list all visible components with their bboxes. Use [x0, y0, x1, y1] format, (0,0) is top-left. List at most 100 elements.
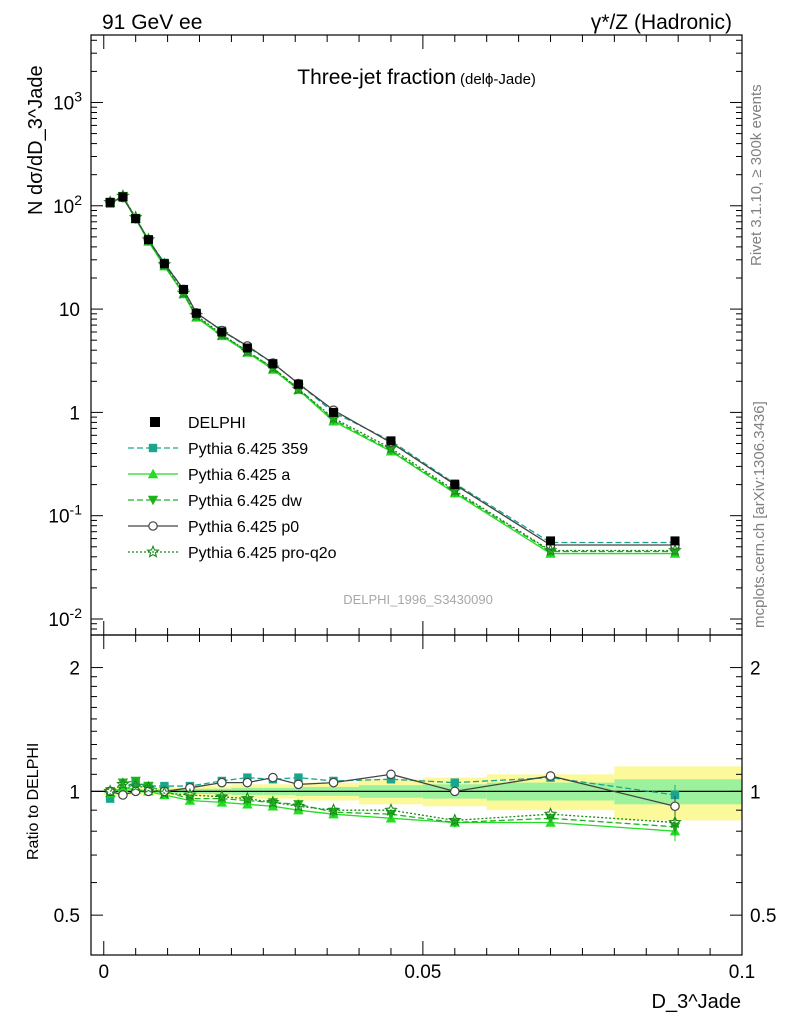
legend-label: Pythia 6.425 dw	[188, 493, 302, 510]
legend-marker-p359	[148, 443, 158, 453]
ratio-point-pq2o	[326, 803, 341, 816]
ratio-point-pp0	[670, 801, 680, 812]
main-y-tick-label: 10-1	[48, 502, 82, 528]
main-y-tick-label: 102	[53, 192, 82, 218]
data-point	[191, 308, 201, 318]
ratio-point-p359	[386, 775, 396, 784]
series-point-pdw	[669, 547, 681, 557]
main-y-tick-label: 103	[53, 88, 82, 114]
ratio-point-pdw	[293, 800, 304, 810]
main-title-suffix: (delϕ-Jade)	[460, 71, 536, 88]
ratio-point-pq2o	[157, 786, 172, 799]
data-point	[546, 536, 556, 546]
header-left: 91 GeV ee	[102, 11, 202, 34]
ratio-y-tick-label-right: 2	[750, 659, 761, 680]
data-point	[105, 197, 115, 207]
data-point	[159, 259, 169, 269]
legend-label: Pythia 6.425 p0	[188, 519, 299, 536]
legend-marker-pq2o	[146, 544, 160, 558]
data-point	[386, 436, 396, 446]
main-y-tick-label: 1	[69, 403, 80, 424]
legend-marker-pp0	[148, 521, 158, 531]
ratio-point-pp0	[386, 769, 396, 780]
ratio-line-p359	[109, 776, 676, 800]
ratio-point-pp0	[328, 777, 339, 788]
ratio-y-tick-label-right: 0.5	[750, 906, 776, 927]
series-point-pq2o	[384, 441, 398, 454]
ratio-point-pq2o	[291, 799, 306, 813]
legend-label: Pythia 6.425 pro-q2o	[188, 545, 337, 562]
series-line-pq2o	[109, 195, 675, 552]
ratio-point-p359	[670, 790, 680, 800]
ratio-point-pq2o	[240, 791, 255, 805]
ratio-point-pp0	[217, 777, 227, 788]
data-point	[179, 284, 189, 294]
ratio-point-p359	[450, 778, 459, 787]
main-y-tick-label: 10	[59, 300, 80, 321]
main-panel: 10-2 10-1 1 10 102 103 Three-jet fraction (de…	[25, 34, 743, 636]
legend: DELPHI Pythia 6.425 359 Pythia 6.425 a Pyth…	[128, 415, 337, 562]
ratio-point-pp0	[185, 783, 195, 793]
ratio-ylabel: Ratio to DELPHI	[25, 743, 42, 860]
ratio-line-pdw	[109, 780, 676, 828]
watermark: DELPHI_1996_S3430090	[343, 592, 493, 607]
data-point	[293, 379, 303, 389]
data-point	[131, 214, 141, 224]
ratio-line-pq2o	[109, 783, 676, 824]
ratio-point-pp0	[118, 790, 128, 800]
ratio-point-p359	[105, 794, 115, 803]
ratio-point-pp0	[242, 777, 253, 788]
ratio-point-pq2o	[384, 803, 398, 816]
legend-marker-pdw	[147, 495, 159, 506]
data-point	[670, 536, 680, 546]
ratio-point-pp0	[130, 786, 141, 797]
ratio-point-pq2o	[183, 787, 197, 801]
main-title: Three-jet fraction	[297, 66, 456, 89]
ratio-point-p359	[294, 773, 303, 782]
data-point	[329, 407, 339, 417]
legend-label: Pythia 6.425 359	[188, 441, 308, 458]
data-point	[143, 235, 153, 245]
ratio-point-pq2o	[103, 784, 117, 798]
rivet-label: Rivet 3.1.10, ≥ 300k events	[748, 84, 765, 266]
data-point	[118, 192, 128, 202]
ratio-x-tick-label: 0.1	[729, 962, 755, 983]
legend-label: Pythia 6.425 a	[188, 467, 290, 484]
ratio-point-pp0	[293, 779, 304, 790]
legend-label: DELPHI	[188, 415, 246, 432]
data-point	[268, 359, 278, 369]
ratio-point-p359	[243, 773, 252, 782]
ratio-point-pq2o	[668, 815, 682, 829]
ratio-point-pp0	[545, 771, 556, 781]
ratio-point-pq2o	[215, 789, 229, 803]
ratio-point-pdw	[117, 778, 129, 788]
data-point	[450, 480, 460, 490]
ratio-point-pq2o	[116, 777, 130, 791]
series-point-pq2o	[668, 543, 682, 557]
ratio-point-pq2o	[128, 778, 143, 792]
ratio-point-pa	[293, 804, 304, 815]
ratio-y-tick-label: 2	[69, 659, 80, 680]
main-ylabel: N dσ/dD_3^Jade	[25, 65, 47, 215]
ratio-y-tick-label: 1	[69, 782, 80, 803]
ratio-y-tick-label: 0.5	[54, 906, 80, 927]
mcplots-label: mcplots.cern.ch [arXiv:1306.3436]	[751, 401, 768, 628]
ratio-point-pp0	[268, 772, 278, 783]
ratio-frame	[90, 634, 743, 956]
data-point	[242, 343, 252, 353]
ratio-panel: 0.5 0.5 1 1 2 2 0 0.05 0.1 Ratio to DELPHI D_3^J…	[25, 634, 776, 1013]
ratio-point-pq2o	[448, 813, 462, 827]
ratio-xlabel: D_3^Jade	[652, 991, 741, 1013]
main-y-tick-label: 10-2	[48, 605, 82, 631]
ratio-point-pq2o	[141, 780, 156, 794]
legend-marker-pa	[147, 468, 159, 479]
ratio-point-pq2o	[543, 807, 558, 820]
ratio-point-pp0	[449, 786, 460, 797]
series-line-p359	[109, 196, 675, 544]
series-point-pq2o	[543, 543, 558, 557]
legend-marker-data	[150, 417, 160, 427]
ratio-x-tick-label: 0.05	[404, 962, 441, 983]
ratio-x-tick-label: 0	[98, 962, 109, 983]
series-point-pdw	[449, 487, 460, 498]
